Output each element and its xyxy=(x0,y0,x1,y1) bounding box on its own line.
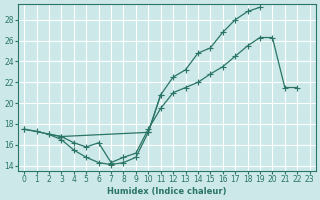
X-axis label: Humidex (Indice chaleur): Humidex (Indice chaleur) xyxy=(107,187,227,196)
